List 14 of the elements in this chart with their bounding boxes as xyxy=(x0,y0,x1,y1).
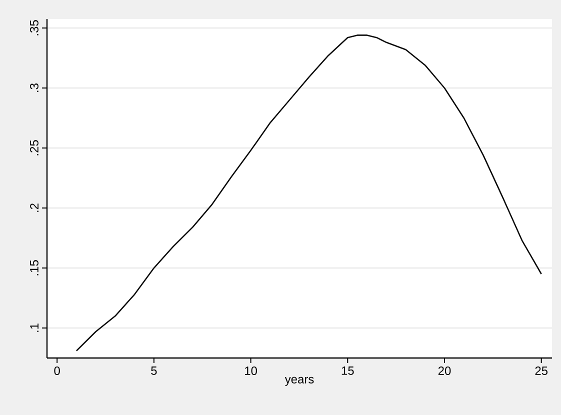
y-tick-label: .15 xyxy=(30,260,38,276)
x-tick-label: 25 xyxy=(535,366,548,376)
y-tick-label: .2 xyxy=(30,204,38,212)
y-tick-label: .1 xyxy=(30,324,38,332)
x-tick-label: 0 xyxy=(54,366,60,376)
x-tick-label: 5 xyxy=(151,366,157,375)
y-tick-label: .35 xyxy=(30,20,38,36)
line-series xyxy=(76,34,542,352)
y-tick-label: .3 xyxy=(30,84,38,92)
y-tick-label: .25 xyxy=(30,140,38,156)
x-tick-label: 10 xyxy=(245,366,257,376)
x-tick-label: 20 xyxy=(438,366,451,376)
x-axis-title: years xyxy=(284,376,314,386)
x-tick-label: 15 xyxy=(342,366,354,375)
